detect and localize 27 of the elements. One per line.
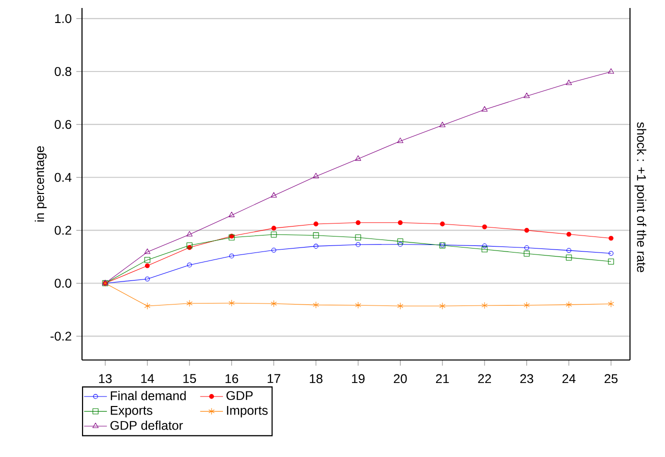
y-tick-label: 0.6	[54, 120, 72, 129]
x-tick-label: 17	[268, 374, 280, 383]
x-tick-label: 15	[183, 374, 196, 384]
legend-label: Imports	[227, 406, 268, 418]
legend-label: Final demand	[110, 390, 186, 400]
x-tick-label: 20	[394, 374, 407, 384]
x-tick-label: 14	[141, 374, 154, 383]
legend-label: GDP	[226, 391, 253, 400]
x-tick-label: 21	[436, 374, 449, 384]
legend-label: Exports	[110, 406, 152, 418]
y-tick-label: 1.0	[55, 14, 72, 24]
y2-axis-title: shock : +1 point of the rate	[634, 122, 646, 272]
y-tick-label: 0.0	[54, 278, 72, 288]
x-tick-label: 13	[99, 374, 112, 384]
x-tick-label: 25	[604, 374, 618, 384]
x-tick-label: 22	[478, 374, 491, 384]
x-tick-label: 23	[520, 374, 534, 384]
y-tick-label: -0.2	[50, 332, 72, 341]
x-tick-label: 18	[310, 374, 322, 384]
y-axis-title: in percentage	[34, 146, 47, 222]
y-tick-label: 0.2	[54, 226, 72, 235]
y-tick-label: 0.8	[54, 67, 72, 76]
y-tick-label: 0.4	[54, 172, 72, 182]
legend-label: GDP deflator	[110, 420, 183, 430]
x-tick-label: 16	[226, 374, 238, 384]
x-tick-label: 24	[562, 374, 576, 384]
x-tick-label: 19	[352, 374, 365, 384]
